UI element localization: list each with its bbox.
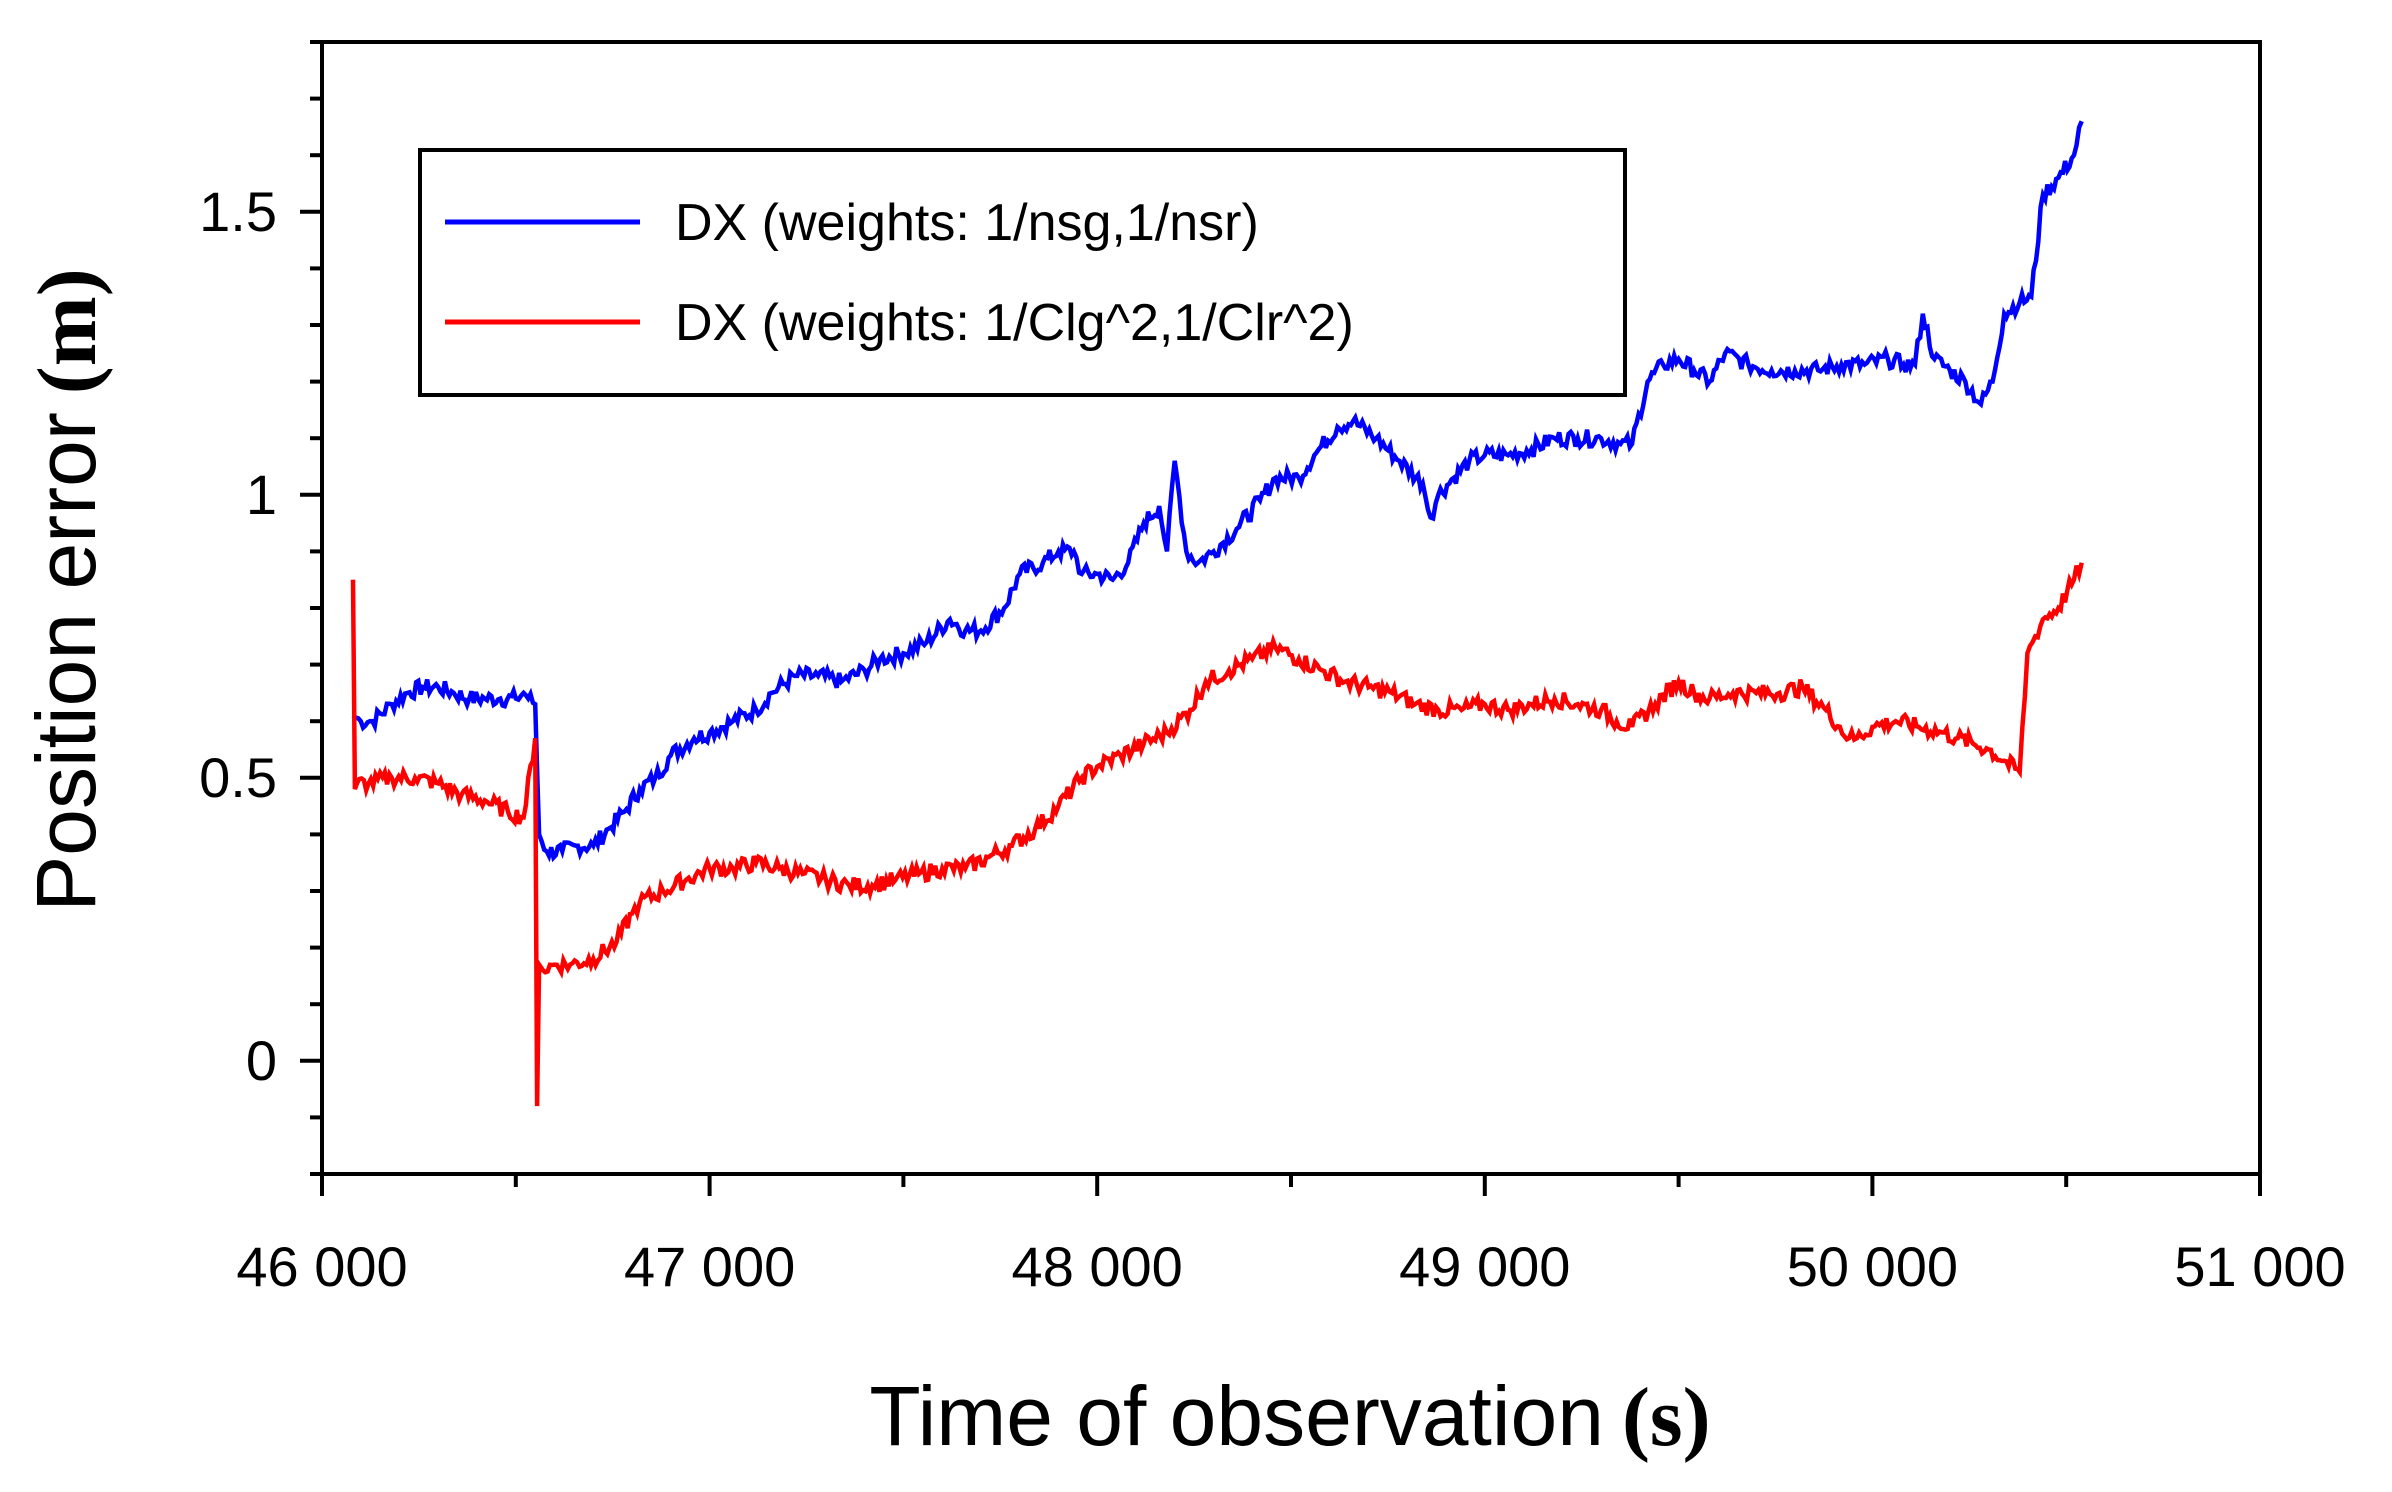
series-line-1 — [351, 120, 2084, 863]
axis-ticks — [300, 40, 2262, 1196]
x-axis-title-text: Time of observation — [869, 1369, 1604, 1463]
y-axis-unit: (m) — [21, 268, 114, 394]
x-tick-label: 46 000 — [236, 1235, 407, 1298]
y-axis-title: Position error (m) — [19, 268, 114, 911]
legend-label-series-2: DX (weights: 1/Clg^2,1/Clr^2) — [675, 294, 1354, 352]
x-axis-unit: (s) — [1622, 1371, 1711, 1464]
legend: DX (weights: 1/nsg,1/nsr) DX (weights: 1… — [418, 148, 1627, 397]
y-tick-label: 0 — [246, 1029, 277, 1092]
x-axis-title: Time of observation (s) — [869, 1369, 1710, 1464]
y-tick-label: 1 — [246, 463, 277, 526]
x-tick-label: 47 000 — [624, 1235, 795, 1298]
x-tick-label: 50 000 — [1787, 1235, 1958, 1298]
y-tick-label: 0.5 — [199, 746, 277, 809]
series-line-2 — [350, 562, 2084, 1107]
x-tick-label: 48 000 — [1012, 1235, 1183, 1298]
legend-box — [418, 148, 1627, 397]
x-tick-label: 51 000 — [2174, 1235, 2345, 1298]
legend-label-series-1: DX (weights: 1/nsg,1/nsr) — [675, 194, 1259, 252]
y-tick-label: 1.5 — [199, 180, 277, 243]
y-tick-labels: 0 0.5 1 1.5 — [199, 180, 277, 1092]
x-tick-label: 49 000 — [1399, 1235, 1570, 1298]
x-tick-labels: 46 000 47 000 48 000 49 000 50 000 51 000 — [236, 1235, 2345, 1298]
series-lines — [350, 120, 2084, 1107]
y-axis-title-text: Position error — [19, 412, 113, 912]
